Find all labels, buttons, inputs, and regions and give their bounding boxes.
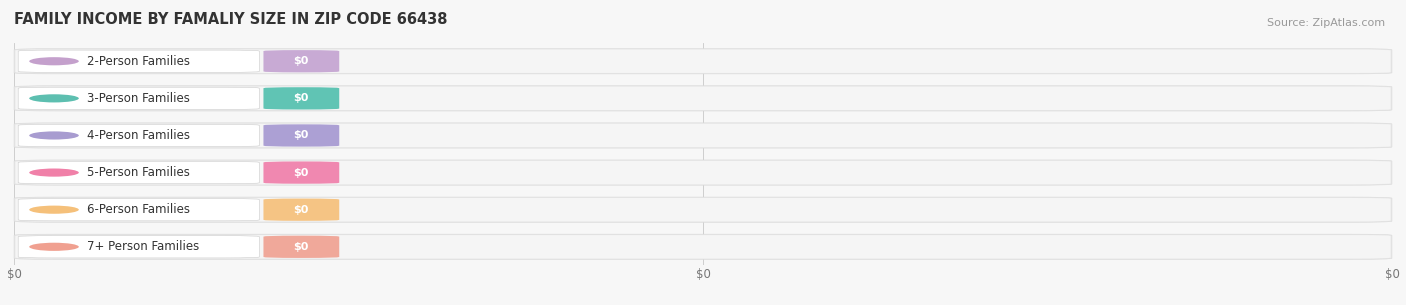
- Text: $0: $0: [294, 167, 309, 178]
- Ellipse shape: [30, 94, 79, 102]
- FancyBboxPatch shape: [263, 236, 339, 258]
- FancyBboxPatch shape: [15, 124, 1391, 147]
- Text: $0: $0: [294, 242, 309, 252]
- FancyBboxPatch shape: [15, 50, 1391, 73]
- FancyBboxPatch shape: [18, 50, 259, 72]
- Text: 6-Person Families: 6-Person Families: [87, 203, 190, 216]
- Ellipse shape: [30, 243, 79, 251]
- Ellipse shape: [30, 57, 79, 65]
- FancyBboxPatch shape: [18, 161, 259, 184]
- FancyBboxPatch shape: [18, 236, 259, 258]
- Text: $0: $0: [294, 56, 309, 66]
- FancyBboxPatch shape: [263, 50, 339, 72]
- Text: $0: $0: [294, 131, 309, 141]
- Text: Source: ZipAtlas.com: Source: ZipAtlas.com: [1267, 18, 1385, 28]
- FancyBboxPatch shape: [15, 161, 1391, 184]
- FancyBboxPatch shape: [263, 87, 339, 109]
- Text: 2-Person Families: 2-Person Families: [87, 55, 190, 68]
- Ellipse shape: [30, 206, 79, 214]
- Text: 3-Person Families: 3-Person Families: [87, 92, 190, 105]
- Text: $0: $0: [294, 205, 309, 215]
- FancyBboxPatch shape: [18, 124, 259, 147]
- FancyBboxPatch shape: [263, 161, 339, 184]
- Ellipse shape: [30, 168, 79, 177]
- Text: 4-Person Families: 4-Person Families: [87, 129, 190, 142]
- FancyBboxPatch shape: [15, 198, 1391, 221]
- FancyBboxPatch shape: [15, 87, 1391, 110]
- FancyBboxPatch shape: [18, 199, 259, 221]
- Ellipse shape: [30, 131, 79, 140]
- FancyBboxPatch shape: [263, 124, 339, 147]
- Text: FAMILY INCOME BY FAMALIY SIZE IN ZIP CODE 66438: FAMILY INCOME BY FAMALIY SIZE IN ZIP COD…: [14, 12, 447, 27]
- FancyBboxPatch shape: [14, 234, 1392, 260]
- FancyBboxPatch shape: [15, 235, 1391, 258]
- FancyBboxPatch shape: [14, 86, 1392, 111]
- FancyBboxPatch shape: [14, 160, 1392, 185]
- FancyBboxPatch shape: [14, 197, 1392, 222]
- Text: 5-Person Families: 5-Person Families: [87, 166, 190, 179]
- FancyBboxPatch shape: [263, 199, 339, 221]
- FancyBboxPatch shape: [14, 48, 1392, 74]
- FancyBboxPatch shape: [14, 123, 1392, 148]
- Text: $0: $0: [294, 93, 309, 103]
- Text: 7+ Person Families: 7+ Person Families: [87, 240, 200, 253]
- FancyBboxPatch shape: [18, 87, 259, 109]
